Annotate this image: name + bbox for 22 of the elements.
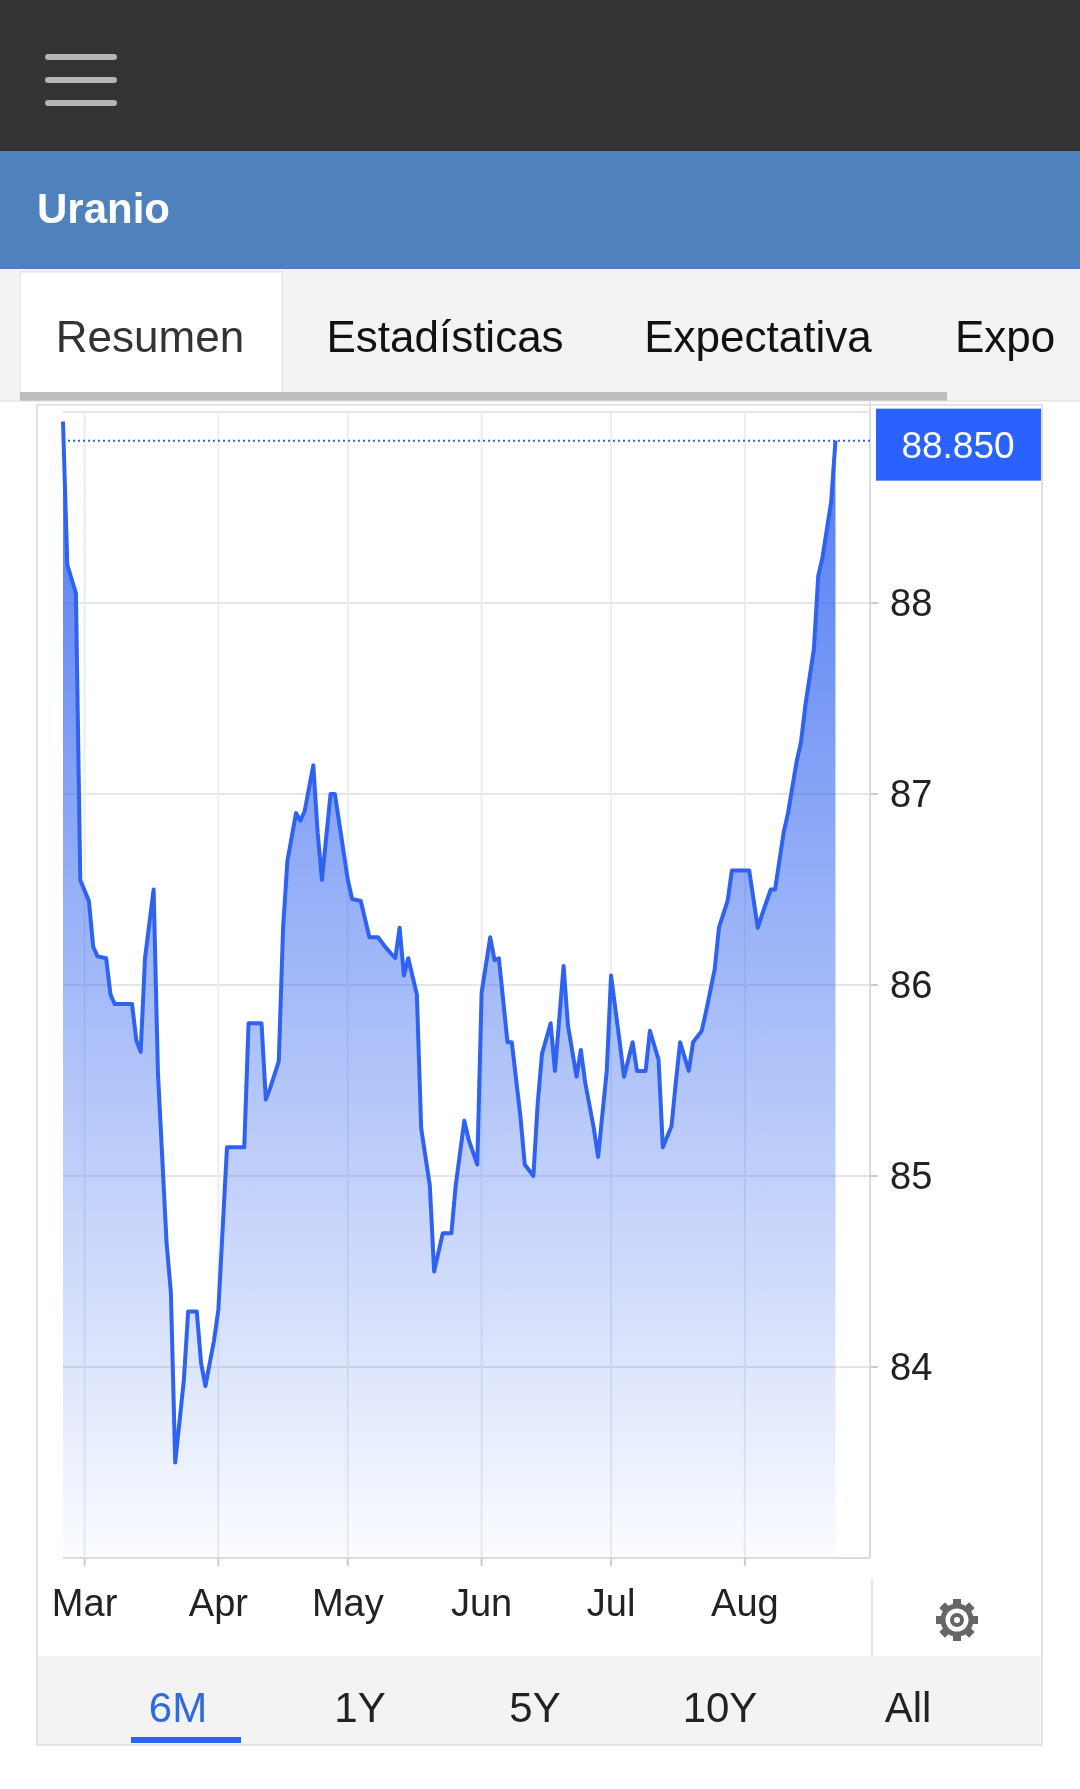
text: Estadísticas [326,312,564,361]
y-tick-label: 87 [890,773,933,816]
x-tick-label: May [311,1582,384,1624]
x-tick-label: Mar [51,1582,118,1624]
x-tick-label: Aug [711,1582,779,1624]
y-tick-label: 86 [890,964,933,1007]
text: 6M [148,1684,208,1731]
text: 10Y [682,1684,758,1731]
text: 5Y [509,1684,561,1731]
y-tick-label: 84 [890,1346,933,1389]
text: All [884,1684,932,1731]
text: 1Y [334,1684,386,1731]
text: Expectativa [644,312,873,361]
chart-title: Uranio [37,185,171,232]
y-tick-label: 85 [890,1155,933,1198]
x-tick-label: Jun [450,1582,513,1624]
x-tick-label: Apr [188,1582,249,1624]
y-tick-label: 88 [890,582,933,625]
text: Expo [955,312,1056,361]
x-tick-label: Jul [586,1582,636,1624]
text: Resumen [55,312,245,361]
ref-line-label: 88.850 [901,424,1015,466]
